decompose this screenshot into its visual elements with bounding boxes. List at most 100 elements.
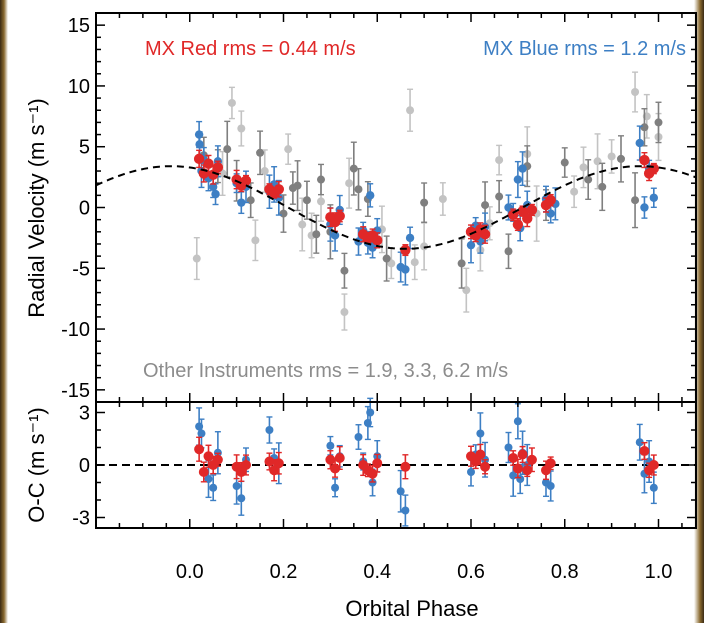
dark-gray-point: [349, 164, 358, 173]
mx-red-point: [648, 163, 660, 174]
resid-red-point: [212, 454, 223, 465]
y-tick-label: 0: [79, 455, 90, 477]
dark-gray-point: [481, 201, 490, 210]
light-gray-point: [340, 308, 349, 317]
y-tick-label: 5: [79, 137, 90, 159]
resid-red-point: [241, 460, 251, 470]
mx-blue-point: [401, 265, 410, 274]
dark-gray-point: [312, 230, 321, 239]
mx-red-rms-annotation: MX Red rms = 0.44 m/s: [145, 38, 356, 60]
light-gray-point: [438, 194, 447, 203]
resid-red-point: [517, 449, 528, 460]
light-gray-point: [192, 254, 201, 263]
mx-red-point: [479, 229, 491, 240]
dark-gray-point: [584, 175, 593, 184]
resid-blue-point: [504, 443, 513, 452]
light-gray-point: [237, 124, 246, 133]
x-tick-label: 0.2: [270, 561, 298, 583]
dark-gray-series: [199, 101, 663, 289]
resid-blue-point: [396, 487, 405, 496]
resid-blue-point: [635, 438, 644, 447]
y-tick-label: -5: [72, 258, 90, 280]
light-gray-point: [593, 157, 602, 166]
x-tick-label: 0.6: [457, 561, 485, 583]
mx-red-point: [240, 175, 252, 186]
dark-gray-point: [354, 185, 363, 194]
dark-gray-point: [617, 154, 625, 163]
dark-gray-point: [279, 209, 288, 218]
resid-red-point: [325, 454, 336, 465]
dark-gray-point: [640, 123, 649, 132]
resid-blue-point: [467, 468, 475, 476]
resid-red-point: [372, 458, 383, 469]
mx-blue-point: [513, 175, 523, 184]
resid-blue-point: [237, 494, 246, 503]
resid-red-point: [194, 444, 205, 455]
dark-gray-point: [504, 247, 513, 256]
mx-red-point: [545, 195, 556, 206]
mx-red-point: [203, 158, 214, 169]
resid-red-series: [194, 436, 659, 483]
dark-gray-point: [317, 175, 325, 184]
resid-red-point: [545, 458, 556, 469]
x-tick-label: 0.4: [363, 561, 391, 583]
dark-gray-point: [256, 148, 265, 157]
light-gray-point: [570, 187, 579, 196]
mx-red-point: [372, 235, 383, 246]
light-gray-point: [410, 258, 419, 267]
resid-blue-point: [209, 483, 218, 492]
dark-gray-point: [420, 198, 429, 207]
mx-red-point: [212, 162, 224, 173]
light-gray-point: [317, 197, 325, 206]
x-tick-label: 0.8: [551, 561, 579, 583]
radial-velocity-panel: 15 10 5 0 -5 -10 -15: [61, 12, 697, 403]
mx-red-point: [273, 184, 285, 195]
resid-red-point: [367, 468, 378, 479]
mx-red-point: [526, 204, 538, 216]
resid-red-point: [639, 446, 650, 456]
light-gray-point: [260, 167, 269, 176]
resid-blue-point: [265, 426, 274, 434]
dark-gray-point: [631, 196, 640, 205]
light-gray-point: [406, 106, 415, 115]
bottom-y-axis-label: O-C (m s⁻¹): [24, 407, 49, 522]
light-gray-point: [631, 88, 640, 97]
y-tick-label: -10: [61, 319, 90, 341]
mx-blue-point: [330, 231, 340, 240]
resid-red-point: [480, 461, 491, 472]
resid-red-point: [330, 463, 341, 474]
mx-red-point: [193, 153, 205, 165]
light-gray-point: [284, 145, 293, 154]
x-axis-label: Orbital Phase: [345, 596, 478, 621]
resid-blue-point: [331, 483, 340, 492]
resid-blue-point: [366, 408, 375, 417]
mx-blue-point: [368, 243, 377, 252]
mx-blue-point: [518, 164, 527, 173]
resid-red-point: [648, 460, 659, 470]
y-tick-label: 10: [68, 76, 90, 98]
other-instruments-rms-annotation: Other Instruments rms = 1.9, 3.3, 6.2 m/…: [143, 360, 508, 382]
resid-blue-point: [401, 506, 410, 515]
mx-blue-point: [211, 189, 220, 199]
dark-gray-point: [457, 259, 466, 268]
mx-red-point: [334, 210, 345, 222]
resid-red-point: [400, 461, 411, 472]
model-curve: [95, 165, 697, 250]
dark-gray-point: [293, 181, 302, 190]
light-gray-point: [420, 242, 429, 251]
resid-red-point: [203, 451, 214, 462]
resid-blue-point: [232, 482, 241, 490]
residuals-panel: 0.0 0.2 0.4 0.6 0.8 1.0 3 0 -3: [72, 397, 697, 583]
resid-red-point: [522, 465, 533, 476]
resid-blue-point: [204, 475, 213, 483]
light-gray-point: [607, 152, 616, 161]
mx-blue-point: [405, 233, 415, 243]
resid-red-point: [334, 453, 345, 463]
resid-blue-point: [197, 429, 206, 438]
mx-blue-point: [640, 203, 649, 212]
x-tick-label: 0.0: [176, 561, 204, 583]
light-gray-point: [345, 179, 354, 188]
mx-blue-point: [366, 191, 375, 200]
